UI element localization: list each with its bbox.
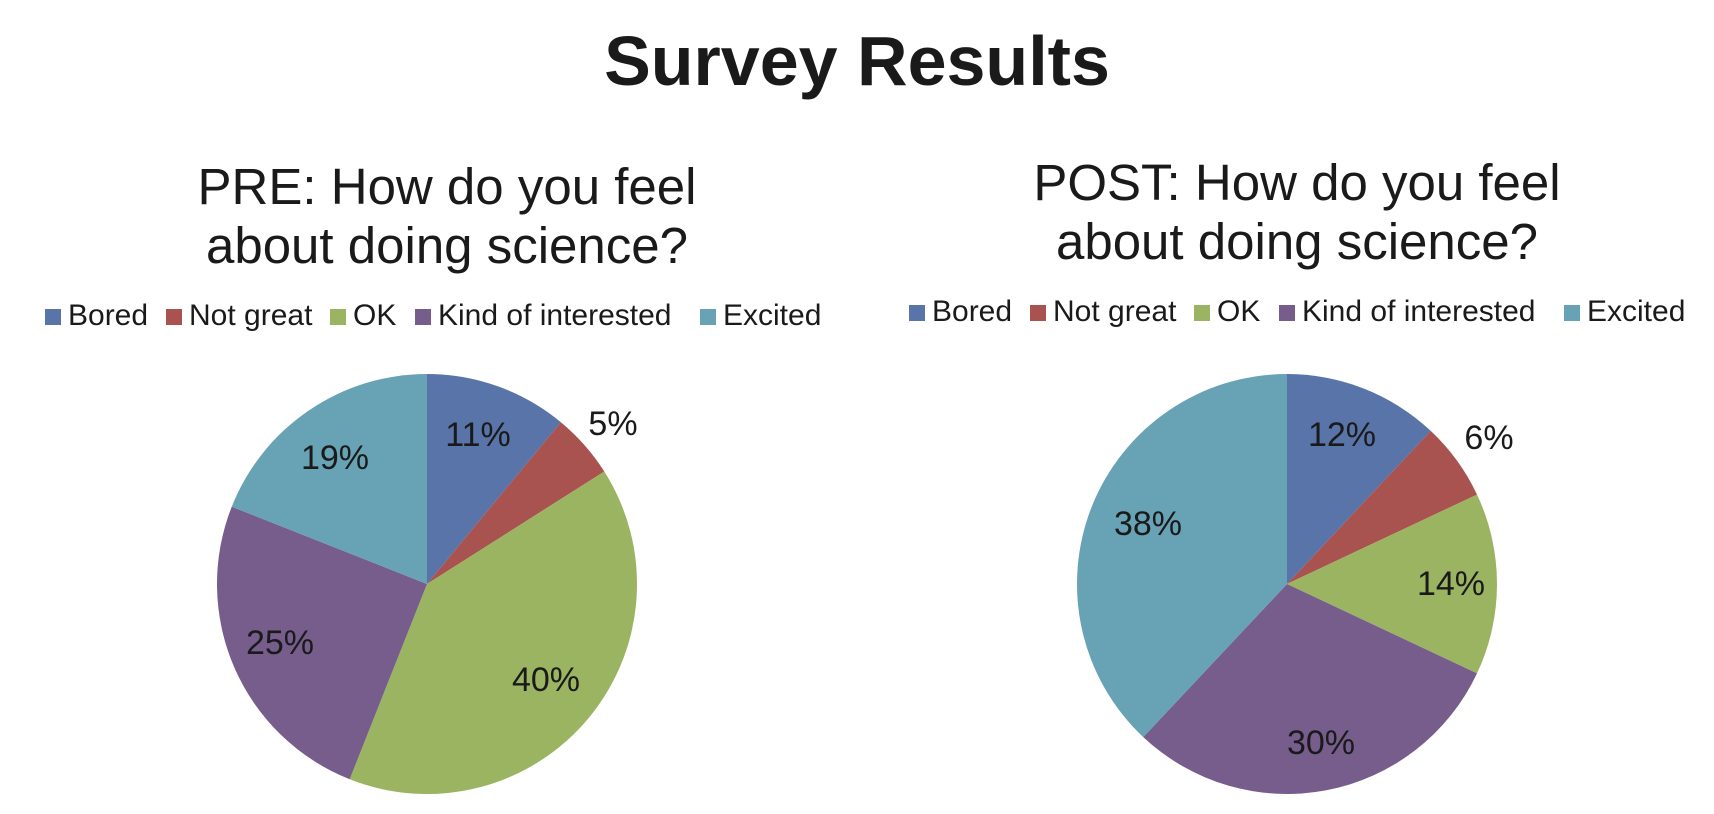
data-label-excited: 19% — [301, 439, 369, 477]
data-label-ok: 40% — [512, 661, 580, 699]
chart-title-line-2: about doing science? — [1056, 213, 1538, 270]
legend-item-excited: Excited — [1564, 295, 1685, 328]
data-label-bored: 12% — [1308, 416, 1376, 454]
data-label-kind-of-interested: 25% — [246, 624, 314, 662]
pie-slice-not-great — [1287, 430, 1478, 584]
legend-item-not-great: Not great — [1030, 295, 1177, 328]
legend-swatch-excited — [700, 309, 716, 325]
chart-title-line-2: about doing science? — [206, 217, 688, 274]
legend-label-not-great: Not great — [1053, 295, 1177, 328]
legend-item-bored: Bored — [45, 299, 148, 332]
legend-swatch-ok — [330, 309, 346, 325]
legend-label-excited: Excited — [1587, 295, 1685, 328]
data-label-not-great: 5% — [588, 405, 637, 443]
pie-slice-bored — [1287, 374, 1431, 584]
legend-item-bored: Bored — [909, 295, 1012, 328]
legend-label-not-great: Not great — [189, 299, 313, 332]
data-label-kind-of-interested: 30% — [1287, 724, 1355, 762]
legend-swatch-bored — [45, 309, 61, 325]
legend-swatch-kind-of-interested — [415, 309, 431, 325]
chart-title-line-1: POST: How do you feel — [1033, 154, 1560, 211]
pie-slice-kind-of-interested — [1143, 584, 1478, 794]
legend-swatch-ok — [1194, 305, 1210, 321]
data-label-excited: 38% — [1114, 505, 1182, 543]
legend-swatch-not-great — [166, 309, 182, 325]
legend-label-bored: Bored — [932, 295, 1012, 328]
pie-slice-excited — [1077, 374, 1287, 738]
legend-label-excited: Excited — [723, 299, 821, 332]
legend-item-ok: OK — [1194, 295, 1260, 328]
legend-label-kind-of-interested: Kind of interested — [438, 299, 671, 332]
pie-slice-ok — [1287, 494, 1497, 674]
pie-slice-excited — [231, 374, 427, 584]
legend-item-not-great: Not great — [166, 299, 313, 332]
legend-swatch-kind-of-interested — [1279, 305, 1295, 321]
chart-title-line-1: PRE: How do you feel — [198, 158, 697, 215]
legend-swatch-excited — [1564, 305, 1580, 321]
legend-swatch-bored — [909, 305, 925, 321]
legend-item-ok: OK — [330, 299, 396, 332]
legend-item-kind-of-interested: Kind of interested — [415, 299, 671, 332]
legend-label-kind-of-interested: Kind of interested — [1302, 295, 1535, 328]
pie-slice-kind-of-interested — [217, 506, 427, 780]
legend-label-ok: OK — [353, 299, 396, 332]
data-label-ok: 14% — [1417, 565, 1485, 603]
legend-label-bored: Bored — [68, 299, 148, 332]
pie-slice-ok — [349, 471, 637, 794]
legend-swatch-not-great — [1030, 305, 1046, 321]
pie-slice-bored — [427, 374, 561, 584]
legend-label-ok: OK — [1217, 295, 1260, 328]
pie-slice-not-great — [427, 422, 605, 584]
page-title: Survey Results — [604, 22, 1110, 100]
data-label-bored: 11% — [445, 416, 511, 454]
legend-item-kind-of-interested: Kind of interested — [1279, 295, 1535, 328]
legend-item-excited: Excited — [700, 299, 821, 332]
data-label-not-great: 6% — [1464, 419, 1513, 457]
